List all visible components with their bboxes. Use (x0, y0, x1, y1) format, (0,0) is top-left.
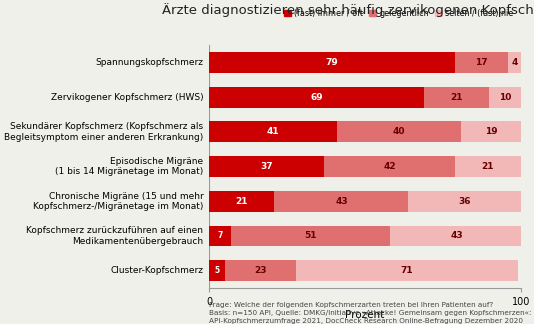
Bar (337, 122, 461, 142)
Bar (209, 52, 455, 73)
Text: 21: 21 (482, 162, 494, 171)
Bar (209, 260, 225, 281)
Legend: (fast) immer / oft, gelegentlich, selten / (fast) nie: (fast) immer / oft, gelegentlich, selten… (280, 5, 516, 21)
Bar (274, 191, 409, 212)
Text: 41: 41 (266, 127, 279, 136)
Text: 37: 37 (260, 162, 273, 171)
Bar (390, 226, 524, 246)
Text: 21: 21 (451, 93, 463, 102)
Bar (209, 87, 424, 108)
Bar (424, 87, 490, 108)
Text: 23: 23 (254, 266, 266, 275)
Bar (508, 52, 521, 73)
Bar (296, 260, 517, 281)
Bar (490, 87, 521, 108)
Text: 71: 71 (400, 266, 413, 275)
Text: 43: 43 (335, 197, 348, 206)
Text: 5: 5 (214, 266, 219, 275)
Bar (455, 156, 521, 177)
Text: 40: 40 (393, 127, 405, 136)
Text: 7: 7 (217, 231, 223, 240)
Text: 42: 42 (383, 162, 396, 171)
Text: 51: 51 (304, 231, 317, 240)
Text: 43: 43 (451, 231, 463, 240)
Bar (409, 191, 521, 212)
Bar (461, 122, 521, 142)
Bar (209, 122, 337, 142)
X-axis label: Prozent: Prozent (345, 310, 384, 320)
Text: 21: 21 (235, 197, 248, 206)
Text: 69: 69 (310, 93, 323, 102)
Bar (209, 191, 274, 212)
Text: 19: 19 (485, 127, 497, 136)
Text: Ärzte diagnostizieren sehr häufig zervikogenen Kopfschmerz: Ärzte diagnostizieren sehr häufig zervik… (162, 3, 534, 17)
Text: 17: 17 (475, 58, 488, 67)
Text: 36: 36 (458, 197, 471, 206)
Text: 79: 79 (326, 58, 339, 67)
Text: 4: 4 (511, 58, 517, 67)
Bar (455, 52, 508, 73)
Bar (324, 156, 455, 177)
Bar (209, 226, 231, 246)
Text: 10: 10 (499, 93, 511, 102)
Bar (231, 226, 390, 246)
Bar (225, 260, 296, 281)
Bar (209, 156, 324, 177)
Text: Frage: Welche der folgenden Kopfschmerzarten treten bei Ihren Patienten auf?
Bas: Frage: Welche der folgenden Kopfschmerza… (209, 302, 531, 324)
